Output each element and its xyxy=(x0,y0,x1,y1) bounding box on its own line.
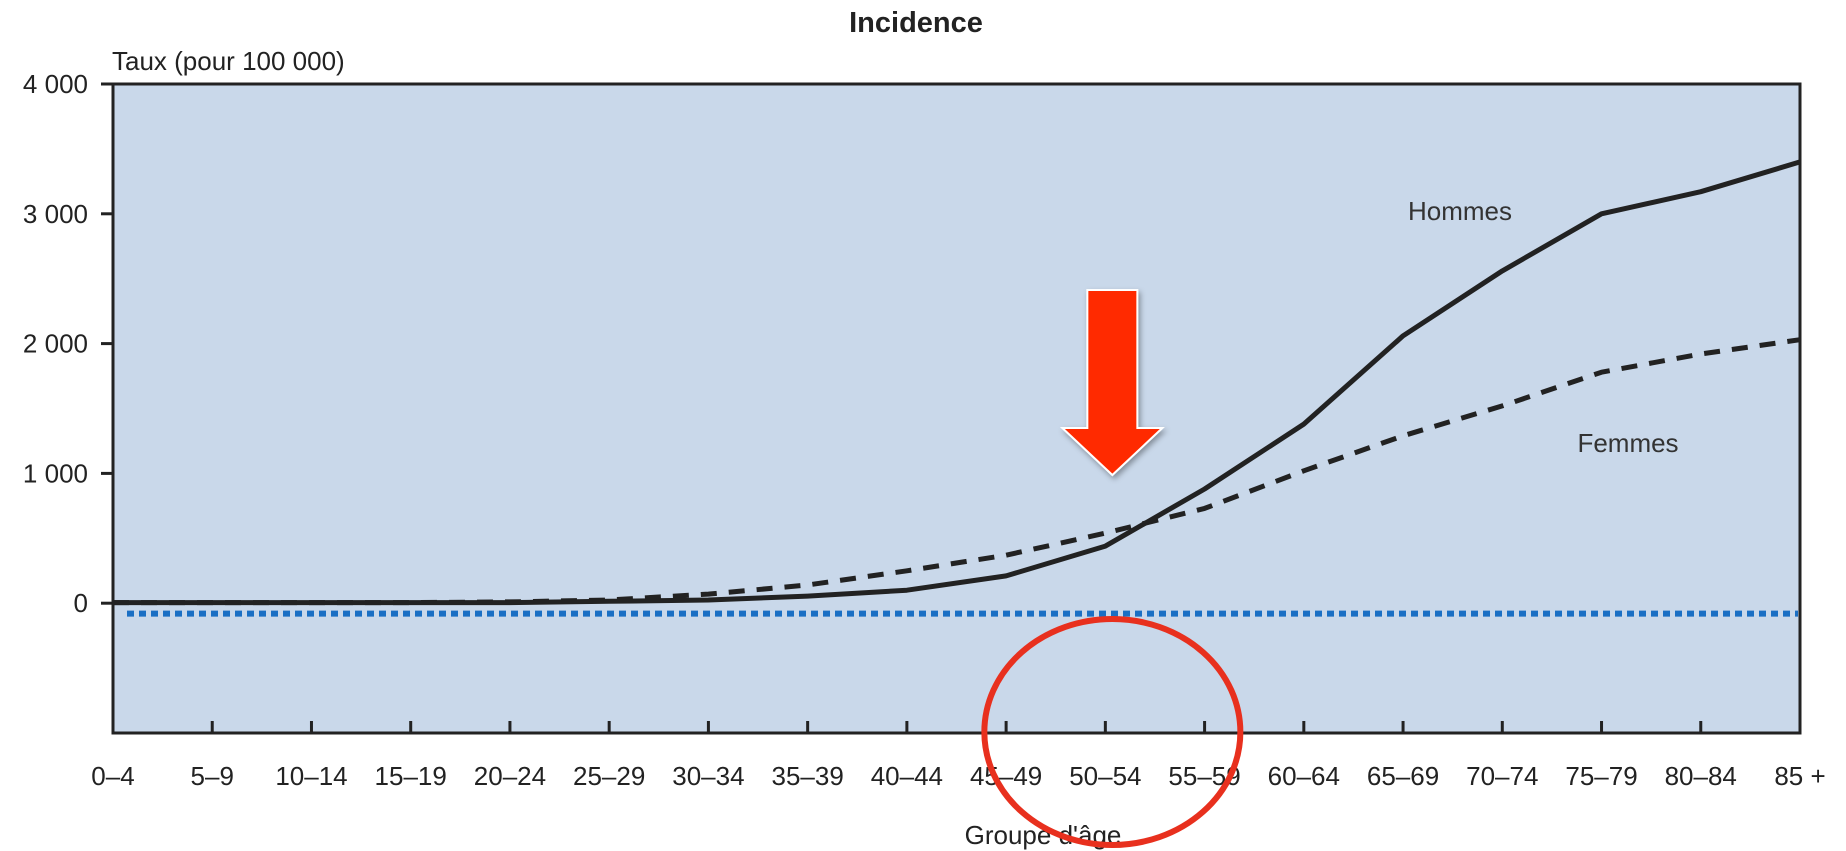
plot-area xyxy=(111,82,1802,735)
y-axis: 0 1 000 2 000 3 000 4 000 xyxy=(23,69,113,618)
x-tick-label: 50–54 xyxy=(1069,761,1141,791)
series-line-hommes xyxy=(113,159,1801,606)
down-arrow-icon xyxy=(1059,289,1165,477)
y-tick-label: 2 000 xyxy=(23,329,88,359)
y-axis-label: Taux (pour 100 000) xyxy=(112,46,345,76)
x-tick-label: 45–49 xyxy=(970,761,1042,791)
x-tick-label: 70–74 xyxy=(1466,761,1538,791)
y-tick-label: 1 000 xyxy=(23,458,88,488)
chart-title: Incidence xyxy=(849,7,983,39)
x-tick-label: 80–84 xyxy=(1665,761,1737,791)
series-label-femmes: Femmes xyxy=(1577,428,1678,458)
x-tick-label: 20–24 xyxy=(474,761,546,791)
x-tick-label: 25–29 xyxy=(573,761,645,791)
x-tick-label: 0–4 xyxy=(91,761,134,791)
y-tick-label: 4 000 xyxy=(23,69,88,99)
x-tick-label: 75–79 xyxy=(1565,761,1637,791)
x-tick-label: 35–39 xyxy=(771,761,843,791)
x-tick-label: 5–9 xyxy=(191,761,234,791)
y-tick-label: 0 xyxy=(74,588,88,618)
x-tick-label: 30–34 xyxy=(672,761,744,791)
x-tick-label: 40–44 xyxy=(871,761,943,791)
y-tick-label: 3 000 xyxy=(23,199,88,229)
x-tick-label: 15–19 xyxy=(375,761,447,791)
x-tick-label: 65–69 xyxy=(1367,761,1439,791)
series-label-hommes: Hommes xyxy=(1408,196,1512,226)
x-tick-label: 10–14 xyxy=(275,761,347,791)
x-axis: 0–4 5–9 10–14 15–19 20–24 25–29 30–34 35–39 40–4… xyxy=(91,721,1826,791)
series-layer xyxy=(113,159,1801,606)
highlight-circle xyxy=(981,616,1244,848)
x-tick-label: 60–64 xyxy=(1268,761,1340,791)
annotation-layer xyxy=(981,289,1244,848)
x-tick-label: 85 + xyxy=(1774,761,1825,791)
